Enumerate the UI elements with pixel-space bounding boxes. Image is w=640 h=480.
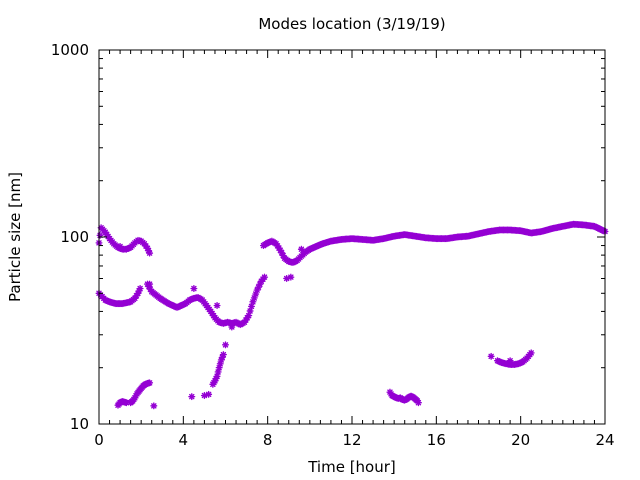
x-tick-label: 8 [263, 431, 273, 449]
data-point [146, 379, 154, 387]
data-point [136, 285, 144, 293]
data-point [146, 280, 154, 288]
data-point [190, 285, 198, 293]
data-point [287, 273, 295, 281]
data-point [248, 302, 256, 310]
data-point [150, 402, 158, 410]
data-point [116, 242, 124, 250]
data-point [213, 372, 221, 380]
data-point [261, 273, 269, 281]
x-tick-label: 24 [595, 431, 614, 449]
data-point [146, 249, 154, 257]
data-point [228, 323, 236, 331]
data-point [221, 341, 230, 349]
x-tick-label: 16 [427, 431, 446, 449]
data-point [414, 399, 422, 407]
x-axis-title: Time [hour] [307, 458, 396, 476]
data-point [214, 368, 222, 376]
data-point [205, 390, 213, 398]
data-point [297, 245, 305, 253]
axes: 0 4 8 12 16 20 24 10 100 1000 [51, 41, 615, 449]
y-tick-label: 1000 [51, 41, 89, 59]
data-point [487, 352, 495, 360]
y-axis-title: Particle size [nm] [6, 172, 24, 302]
y-tick-label: 100 [60, 228, 89, 246]
chart-title: Modes location (3/19/19) [258, 15, 445, 33]
y-tick-label: 10 [70, 415, 89, 433]
data-point [291, 257, 299, 265]
data-point [506, 357, 514, 365]
data-point [188, 393, 196, 401]
data-point [200, 392, 208, 400]
x-tick-label: 12 [342, 431, 361, 449]
data-point [219, 351, 227, 359]
x-tick-label: 0 [94, 431, 104, 449]
x-tick-label: 4 [179, 431, 189, 449]
data-point [213, 302, 221, 310]
data-point [527, 349, 535, 357]
x-tick-label: 20 [511, 431, 530, 449]
data-points [95, 220, 609, 410]
plot-frame [98, 49, 606, 425]
